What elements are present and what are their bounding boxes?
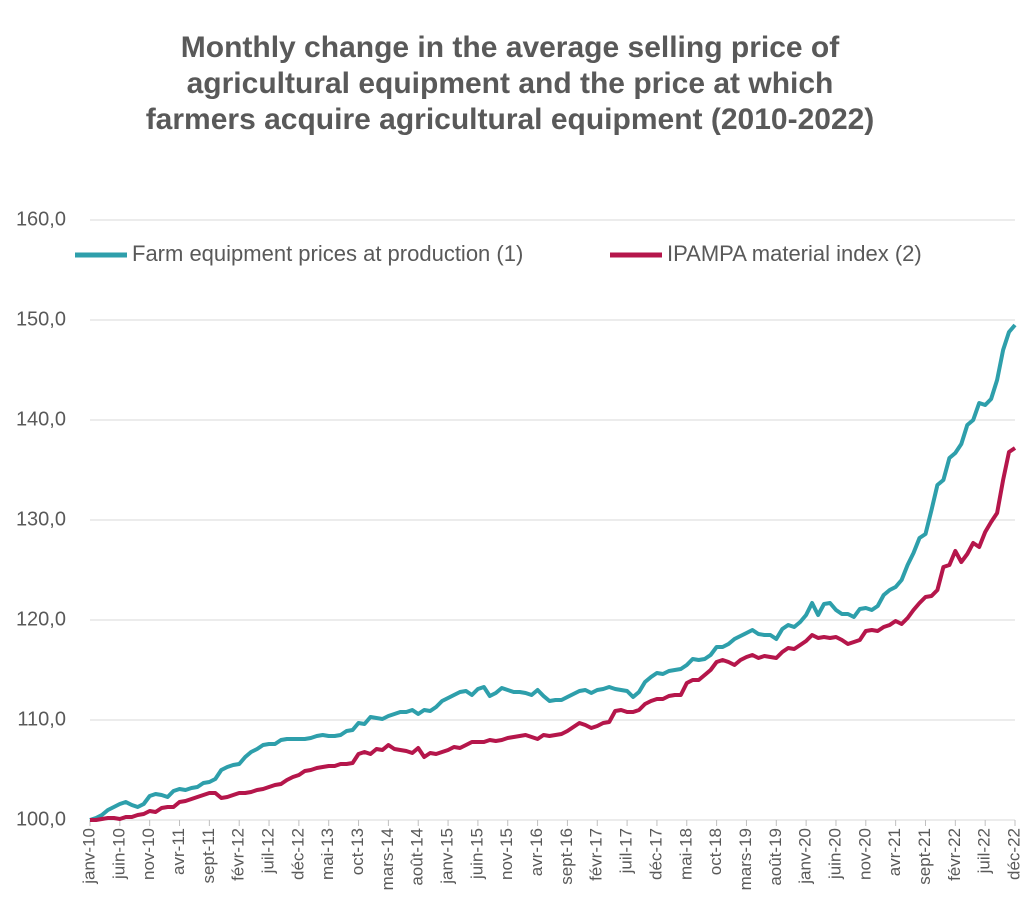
x-tick-label: déc-12 [288,828,307,880]
x-tick-label: juil-22 [975,828,994,874]
x-tick-label: déc-22 [1004,828,1021,880]
x-tick-label: févr-22 [945,828,964,881]
x-tick-label: nov-15 [497,828,516,880]
x-tick-label: sept-21 [915,828,934,885]
y-tick-label: 120,0 [16,608,66,630]
x-tick-label: oct-18 [706,828,725,875]
x-tick-label: mars-19 [736,828,755,890]
y-tick-label: 160,0 [16,208,66,230]
legend-label: IPAMPA material index (2) [667,241,922,266]
x-tick-label: févr-17 [587,828,606,881]
x-tick-label: janv-15 [438,828,457,885]
y-tick-label: 130,0 [16,508,66,530]
x-tick-label: avr-16 [527,828,546,876]
x-tick-label: sept-16 [557,828,576,885]
x-tick-label: sept-11 [199,828,218,883]
line-series [90,446,1017,822]
x-tick-label: oct-13 [348,828,367,875]
y-tick-label: 110,0 [17,708,66,730]
x-tick-label: nov-20 [855,828,874,880]
y-tick-label: 150,0 [16,308,66,330]
line-series [89,323,1017,822]
x-tick-label: avr-21 [885,828,904,876]
x-tick-label: mars-14 [378,828,397,890]
chart-title: Monthly change in the average selling pr… [145,31,875,136]
legend-label: Farm equipment prices at production (1) [132,241,523,266]
x-tick-label: janv-10 [79,828,98,885]
x-tick-label: août-19 [766,828,785,886]
x-tick-label: juin-10 [109,828,128,880]
x-tick-label: nov-10 [139,828,158,880]
x-tick-label: juin-15 [467,828,486,880]
x-tick-label: juin-20 [825,828,844,880]
x-tick-label: avr-11 [169,828,188,875]
x-tick-label: juil-12 [259,828,278,874]
x-tick-label: mai-13 [318,828,337,880]
x-tick-label: août-14 [408,828,427,886]
y-tick-label: 100,0 [16,808,66,830]
x-tick-label: déc-17 [646,828,665,880]
x-tick-label: févr-12 [229,828,248,881]
x-tick-label: janv-20 [796,828,815,885]
y-tick-label: 140,0 [16,408,66,430]
x-tick-label: juil-17 [617,828,636,874]
x-tick-label: mai-18 [676,828,695,880]
